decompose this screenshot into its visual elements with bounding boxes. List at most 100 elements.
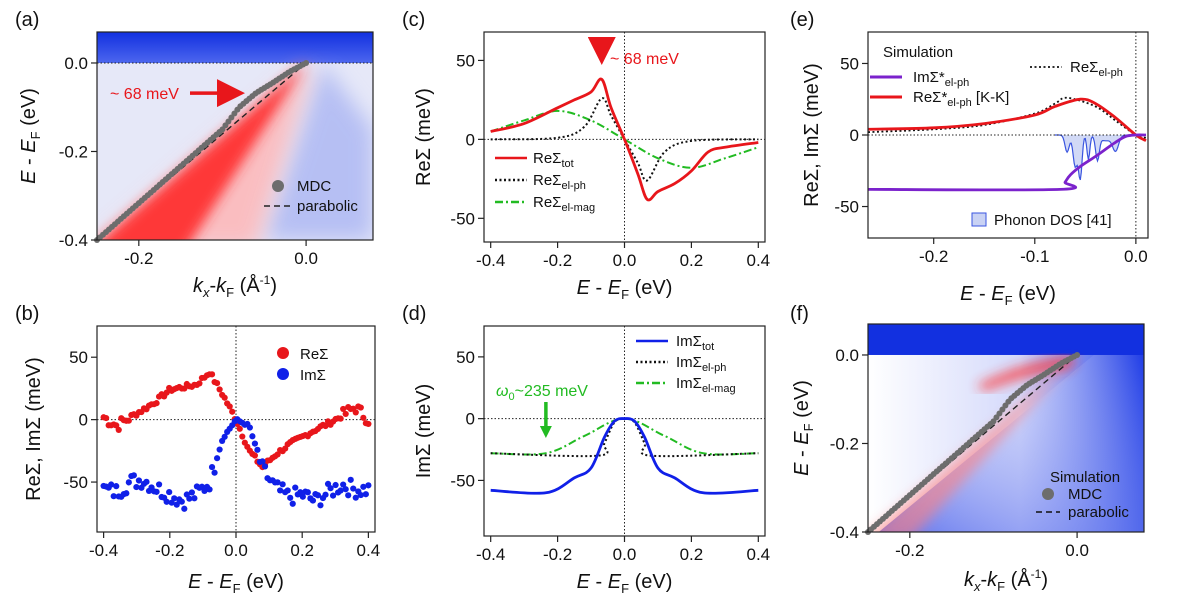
data-point-ImΣ [178, 498, 185, 505]
y-tick-label: 50 [456, 348, 475, 367]
x-tick-label: -0.2 [124, 249, 153, 268]
legend-label-ReΣ: ReΣ [300, 346, 328, 363]
legend-label-ImΣ: ImΣ [300, 367, 326, 384]
data-point-ImΣ [304, 489, 311, 496]
data-point-ReΣ [360, 414, 367, 421]
x-tick-label: -0.2 [895, 541, 924, 560]
heatmap-blue-region [264, 62, 373, 240]
x-tick-label: 0.4 [746, 545, 770, 564]
data-point-ImΣ [108, 481, 115, 488]
x-axis-label: E - EF (eV) [960, 283, 1056, 308]
y-tick-label: -50 [450, 209, 475, 228]
data-point-ReΣ [352, 409, 359, 416]
x-axis-label: E - EF (eV) [188, 571, 284, 596]
series-line-ImΣ*el-ph [867, 133, 1147, 192]
legend-marker-mdc [1042, 488, 1054, 500]
legend-title: Simulation [883, 44, 953, 61]
data-point-ImΣ [347, 476, 354, 483]
legend-label-ReΣ*el-ph [K-K]: ReΣ*el-ph [K-K] [913, 89, 1009, 109]
y-tick-label: -50 [450, 471, 475, 490]
data-point-ReΣ [251, 452, 259, 459]
legend-label-ReΣel-ph: ReΣel-ph [533, 172, 586, 192]
x-tick-label: 0.0 [1124, 247, 1148, 266]
x-axis-label: kx-kF (Å-1) [964, 567, 1048, 594]
legend-label-ImΣ*el-ph: ImΣ*el-ph [913, 69, 969, 89]
data-point-ImΣ [123, 490, 130, 497]
x-tick-label: -0.2 [155, 541, 184, 560]
data-point-ImΣ [249, 433, 256, 440]
panel-label: (f) [790, 303, 809, 325]
legend-title: Simulation [1050, 469, 1120, 486]
panel-c: -0.4 -0.2 0.0 0.2 0.4 50 0 -50 (c) ReΣ (meV) E - E… [402, 9, 770, 302]
y-tick-label: 0 [850, 126, 859, 145]
plot-frame [96, 31, 374, 241]
data-point-ImΣ [181, 505, 188, 512]
data-point-ImΣ [110, 493, 117, 500]
x-tick-label: 0.2 [680, 545, 704, 564]
x-tick-label: -0.2 [543, 251, 572, 270]
series-line-ReΣel-ph [490, 97, 759, 182]
data-point-ImΣ [155, 481, 163, 488]
series-line-ReΣel-ph [867, 96, 1147, 139]
data-point-ImΣ [216, 446, 223, 453]
y-tick-label: -0.2 [830, 434, 859, 453]
legend-label-mdc: MDC [297, 178, 331, 195]
y-tick-label: -50 [63, 473, 88, 492]
annotation-arrowhead [539, 426, 552, 438]
legend-label-ImΣtot: ImΣtot [676, 333, 714, 353]
legend-marker-ReΣ [277, 347, 289, 359]
annotation-68meV: ~ 68 meV [110, 86, 179, 103]
data-point-ImΣ [337, 487, 344, 494]
panel-label: (c) [402, 9, 425, 31]
data-point-ImΣ [277, 487, 284, 494]
legend-swatch-phonon [971, 212, 987, 227]
x-axis-label: kx-kF (Å-1) [193, 273, 277, 300]
x-tick-label: 0.0 [613, 251, 637, 270]
y-tick-label: 50 [456, 51, 475, 70]
data-point-ReΣ [181, 385, 188, 392]
y-axis-label: E - EF (eV) [791, 380, 816, 476]
legend-label-ReΣel-ph: ReΣel-ph [1070, 59, 1123, 79]
data-point-ReΣ [239, 433, 246, 440]
data-point-ImΣ [171, 495, 178, 502]
data-point-ImΣ [191, 495, 198, 502]
legend-label-phonon: Phonon DOS [41] [994, 212, 1112, 229]
data-point-ImΣ [327, 485, 334, 492]
data-point-ImΣ [297, 489, 304, 496]
heatmap-red-kink [976, 357, 1078, 391]
series-line-ReΣ*el-ph [K-K] [867, 97, 1147, 142]
data-point-ImΣ [299, 493, 306, 500]
panel-a: -0.2 0.0 0.0 -0.2 -0.4 (a) E - EF (eV) kx-kF (Å… [15, 9, 374, 300]
heatmap-above-fermi [97, 32, 373, 63]
data-point-ImΣ [208, 463, 216, 471]
x-tick-label: 0.4 [357, 541, 381, 560]
data-point-ImΣ [259, 458, 266, 465]
data-point-ReΣ [213, 380, 221, 387]
data-point-ImΣ [163, 498, 170, 505]
panel-f: -0.2 0.0 0.0 -0.2 -0.4 (f) E - EF (eV) kx-kF (Å… [790, 303, 1145, 594]
series-line-ImΣel-mag [490, 417, 759, 456]
data-point-ImΣ [360, 483, 367, 490]
heatmap-red-band [100, 62, 307, 240]
data-point-ImΣ [133, 483, 140, 491]
legend-label-ReΣel-mag: ReΣel-mag [533, 194, 595, 214]
data-point-ImΣ [125, 479, 132, 486]
heatmap-above-fermi [868, 324, 1144, 355]
y-tick-label: 50 [69, 348, 88, 367]
y-axis-label: ReΣ (meV) [413, 88, 435, 186]
y-tick-label: -0.4 [59, 231, 88, 250]
annotation-omega0: ω0~235 meV [496, 383, 588, 403]
y-tick-label: -0.4 [830, 523, 859, 542]
data-point-ImΣ [314, 492, 322, 499]
phonon-dos-line [1055, 134, 1136, 181]
data-point-ReΣ [229, 408, 236, 415]
legend-label-parabolic: parabolic [1068, 504, 1129, 521]
x-tick-label: 0.0 [294, 249, 318, 268]
data-point-ReΣ [236, 425, 243, 432]
data-point-ImΣ [342, 486, 349, 493]
annotation-68meV: ~ 68 meV [610, 51, 679, 68]
data-point-ReΣ [216, 386, 223, 393]
x-tick-label: -0.4 [89, 541, 118, 560]
phonon-dos-fill [1055, 135, 1136, 180]
